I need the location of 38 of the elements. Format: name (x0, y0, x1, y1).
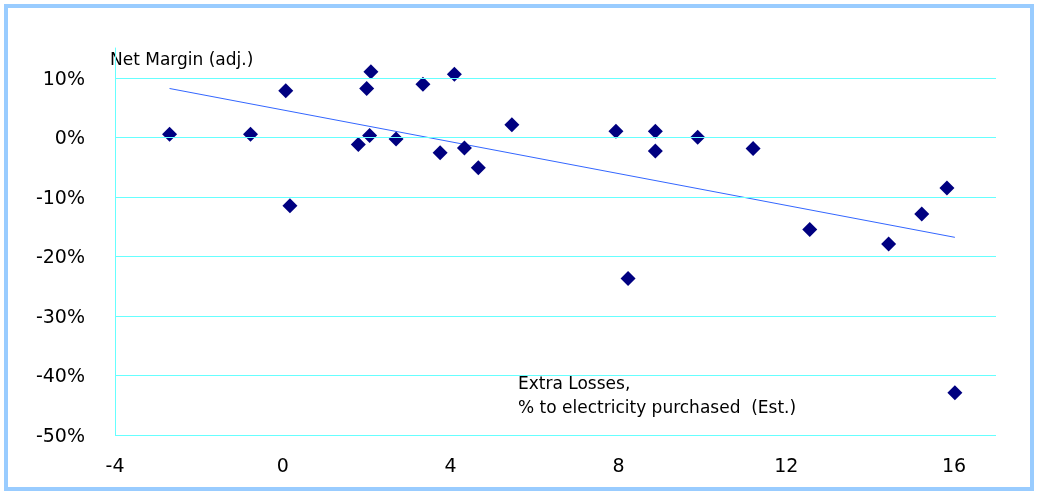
point (620, 270, 636, 286)
point (939, 180, 955, 196)
point (745, 141, 761, 157)
point (470, 160, 486, 176)
x-tick-label: 8 (612, 453, 625, 476)
y-tick-label: -30% (35, 304, 85, 327)
point (456, 140, 472, 156)
point (362, 128, 378, 144)
x-tick-label: 16 (941, 453, 967, 476)
y-tick-label: -50% (35, 424, 85, 446)
x-tick-label: 4 (444, 453, 457, 476)
x-axis-title: Extra Losses, % to electricity purchased (Est.) (518, 373, 797, 417)
x-tick-label: -4 (105, 453, 125, 476)
point (947, 385, 963, 401)
y-tick-label: -10% (35, 185, 85, 208)
point (278, 83, 294, 99)
point (432, 145, 448, 161)
point (162, 126, 178, 142)
point (243, 126, 259, 142)
point (446, 66, 462, 82)
x-tick-label: 0 (276, 453, 289, 476)
y-tick-label: -20% (35, 245, 85, 268)
point (504, 117, 520, 133)
point (802, 222, 818, 238)
x-tick-label: 12 (774, 453, 799, 476)
point (608, 123, 624, 139)
y-tick-label: 0% (54, 126, 85, 149)
point (363, 64, 379, 80)
point (914, 206, 930, 222)
point (282, 198, 298, 214)
point (647, 143, 663, 159)
point (359, 80, 375, 96)
y-tick-label: -40% (35, 364, 85, 387)
point (415, 76, 431, 92)
point (350, 136, 366, 152)
point (647, 123, 663, 139)
y-tick-label: 10% (42, 66, 85, 89)
point (881, 236, 897, 252)
